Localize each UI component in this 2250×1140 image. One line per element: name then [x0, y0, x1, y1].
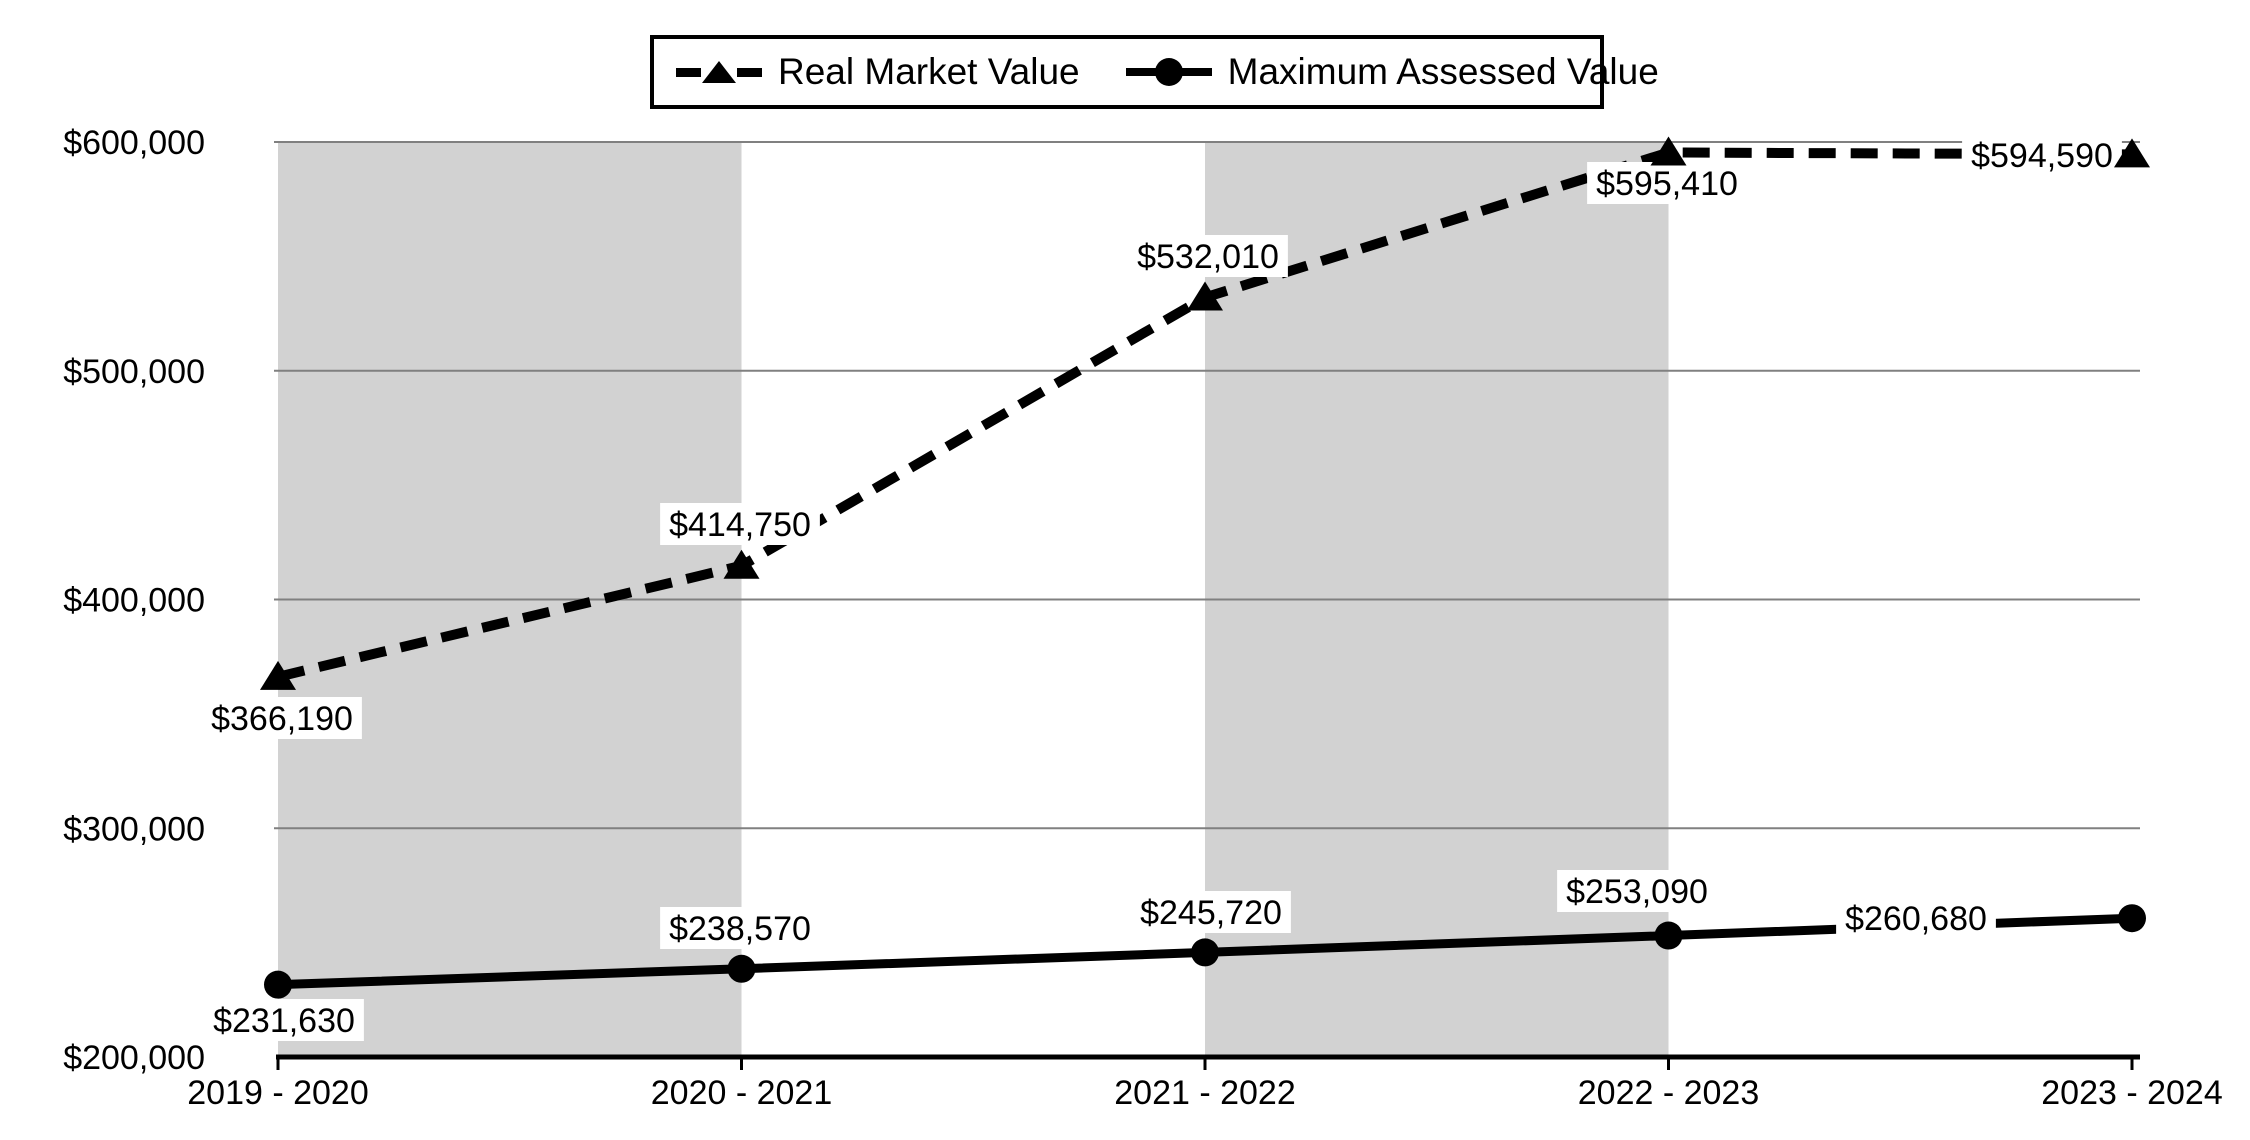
x-tick-label: 2021 - 2022 [1114, 1074, 1296, 1112]
data-label-bg [1128, 235, 1288, 277]
circle-marker [727, 954, 756, 983]
circle-marker [264, 970, 292, 999]
y-tick-label: $500,000 [63, 353, 205, 391]
solid-circle-legend-marker-icon [1125, 58, 1212, 86]
x-tick-label: 2022 - 2023 [1578, 1074, 1760, 1112]
y-tick-label: $200,000 [63, 1039, 205, 1077]
data-label-bg [204, 999, 364, 1041]
triangle-marker [1187, 281, 1223, 311]
circle-marker [1654, 921, 1683, 950]
data-label: $253,090 [1566, 873, 1708, 911]
x-tick-label: 2019 - 2020 [187, 1074, 369, 1112]
data-label-bg [1962, 134, 2122, 176]
circle-marker [1191, 938, 1219, 967]
legend-label-real-market-value: Real Market Value [778, 51, 1080, 92]
data-label-bg [1587, 162, 1747, 204]
data-label: $595,410 [1596, 165, 1738, 203]
data-label: $594,590 [1971, 137, 2113, 175]
y-tick-label: $600,000 [63, 124, 205, 162]
legend-label-maximum-assessed-value: Maximum Assessed Value [1227, 51, 1659, 92]
circle-marker [2118, 904, 2146, 933]
data-label: $260,680 [1845, 900, 1987, 938]
dashed-triangle-legend-marker-icon [676, 61, 762, 83]
legend-entry-real-market-value: Real Market Value [676, 51, 1080, 93]
data-label: $231,630 [213, 1002, 355, 1040]
data-label-bg [660, 907, 820, 949]
data-label: $532,010 [1137, 238, 1279, 276]
y-tick-label: $400,000 [63, 582, 205, 620]
x-tick-label: 2020 - 2021 [651, 1074, 833, 1112]
legend-entry-maximum-assessed-value: Maximum Assessed Value [1125, 51, 1659, 93]
data-label-bg [202, 697, 362, 739]
data-label-bg [1557, 870, 1717, 912]
data-label: $414,750 [669, 506, 811, 544]
x-tick-label: 2023 - 2024 [2041, 1074, 2223, 1112]
data-label-bg [1836, 897, 1996, 939]
data-label-bg [1131, 891, 1291, 933]
data-label: $245,720 [1140, 894, 1282, 932]
triangle-marker [2114, 138, 2150, 168]
data-label-bg [660, 503, 820, 545]
chart-legend: Real Market Value Maximum Assessed Value [650, 35, 1659, 109]
triangle-marker [260, 660, 296, 690]
triangle-marker [723, 549, 760, 579]
triangle-marker [1650, 136, 1687, 166]
data-label: $238,570 [669, 910, 811, 948]
data-label: $366,190 [211, 700, 353, 738]
y-tick-label: $300,000 [63, 810, 205, 848]
